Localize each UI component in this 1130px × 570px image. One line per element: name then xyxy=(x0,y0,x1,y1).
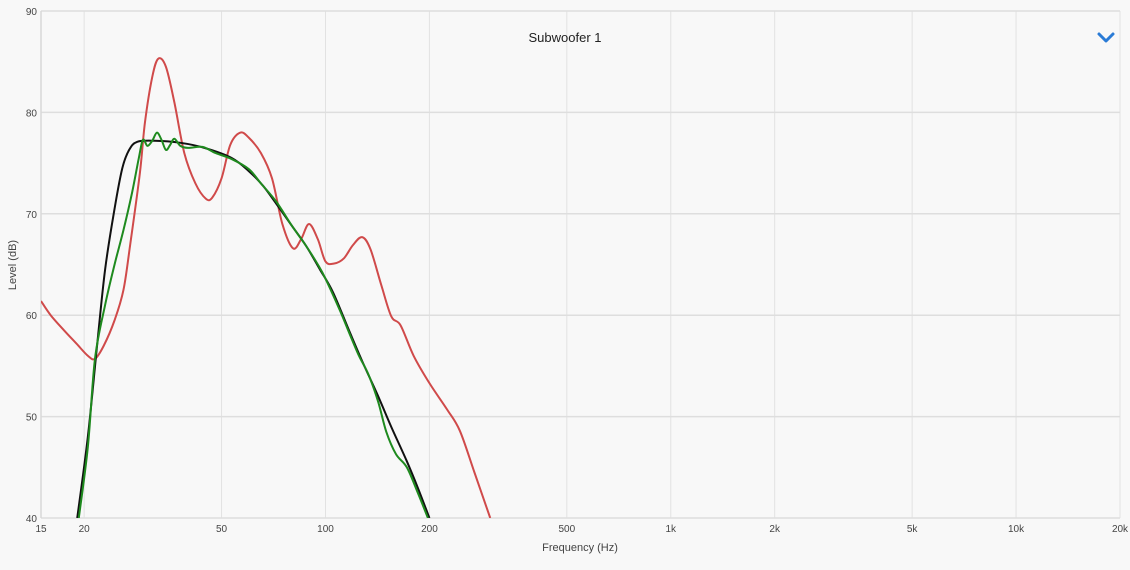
chevron-down-icon[interactable] xyxy=(1096,28,1116,48)
x-tick-label: 100 xyxy=(317,524,334,535)
series-line-0 xyxy=(41,57,492,518)
x-tick-label: 1k xyxy=(665,524,677,535)
x-tick-label: 50 xyxy=(216,524,228,535)
series-line-1 xyxy=(76,139,431,518)
x-tick-label: 20k xyxy=(1112,524,1129,535)
x-tick-label: 5k xyxy=(907,524,919,535)
x-tick-label: 2k xyxy=(769,524,781,535)
y-tick-label: 60 xyxy=(26,311,38,322)
series-line-2 xyxy=(77,131,429,518)
x-tick-label: 15 xyxy=(35,524,47,535)
y-tick-label: 40 xyxy=(26,514,38,525)
y-tick-label: 70 xyxy=(26,210,38,221)
y-tick-label: 90 xyxy=(26,7,38,18)
y-tick-label: 80 xyxy=(26,108,38,119)
x-tick-label: 200 xyxy=(421,524,438,535)
y-axis-label: Level (dB) xyxy=(7,240,19,290)
x-tick-label: 20 xyxy=(79,524,91,535)
y-tick-label: 50 xyxy=(26,413,38,424)
x-tick-label: 10k xyxy=(1008,524,1025,535)
x-tick-label: 500 xyxy=(558,524,575,535)
chart-title: Subwoofer 1 xyxy=(528,30,602,45)
x-axis-label: Frequency (Hz) xyxy=(542,542,618,554)
